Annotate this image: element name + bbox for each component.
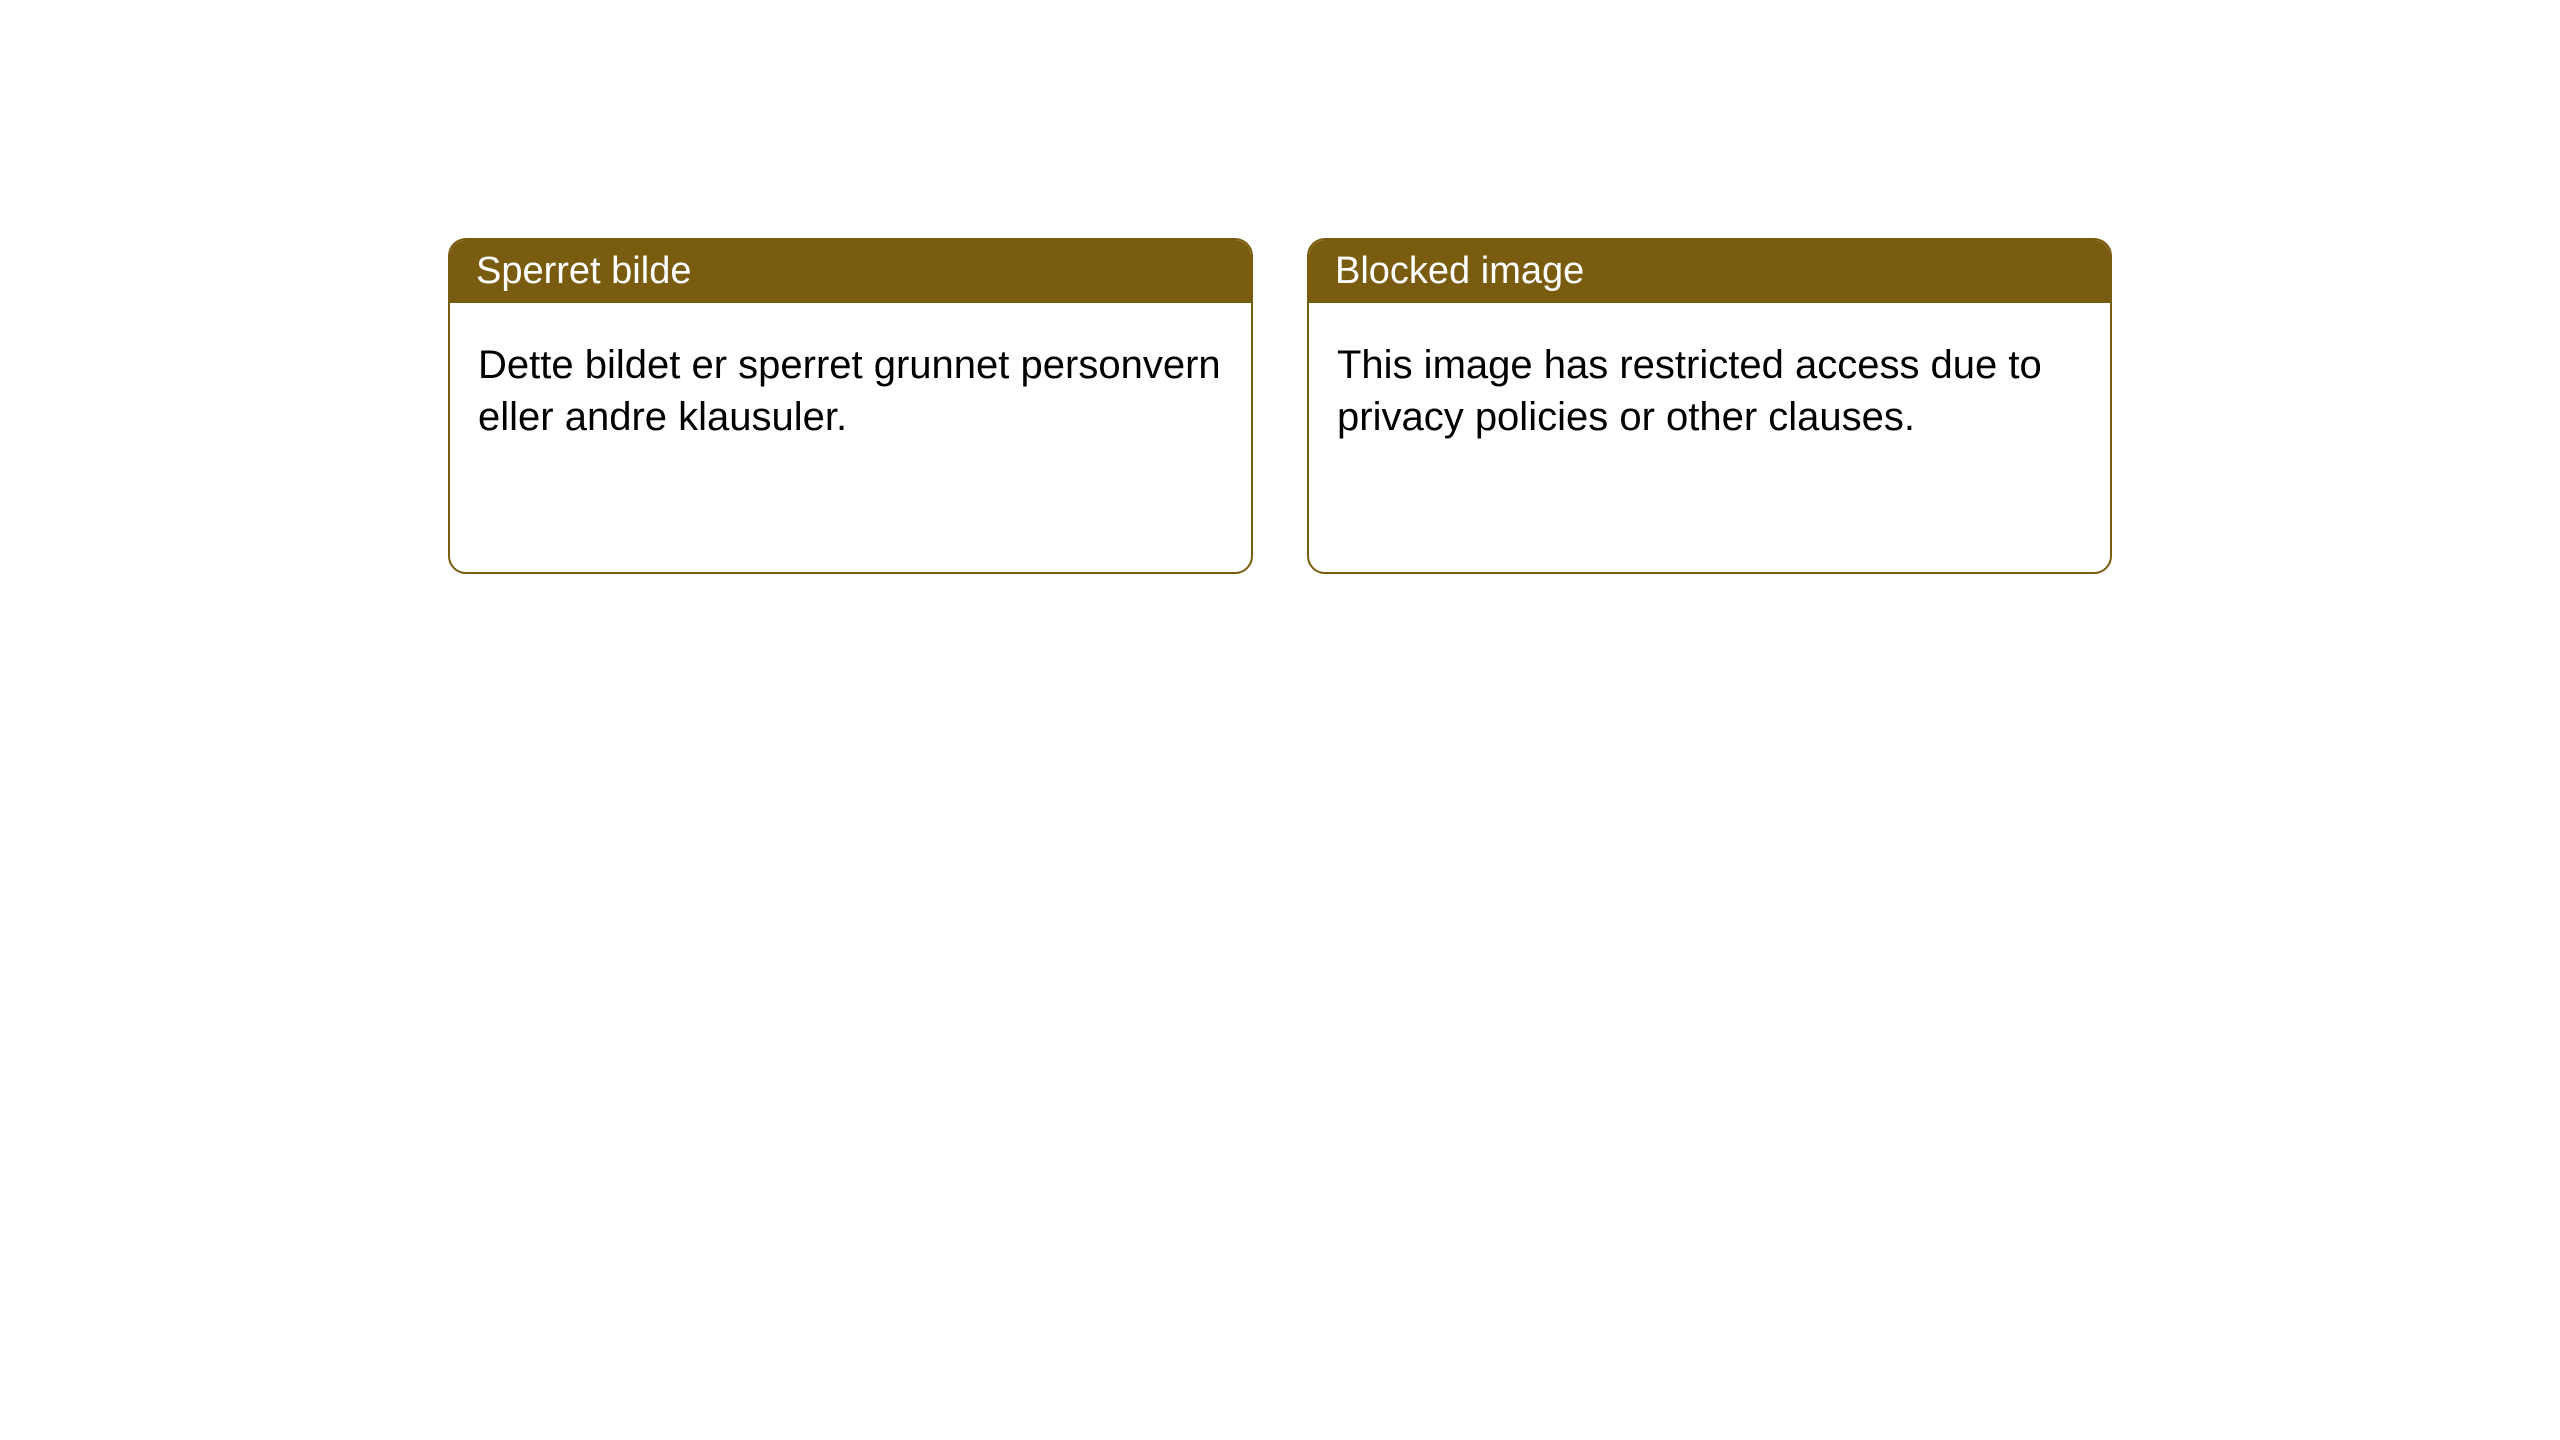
notice-card-english: Blocked image This image has restricted … — [1307, 238, 2112, 574]
card-title: Blocked image — [1335, 250, 1584, 292]
notice-card-norwegian: Sperret bilde Dette bildet er sperret gr… — [448, 238, 1253, 574]
card-header: Blocked image — [1309, 240, 2110, 303]
card-header: Sperret bilde — [450, 240, 1251, 303]
card-title: Sperret bilde — [476, 250, 691, 292]
card-body: This image has restricted access due to … — [1309, 303, 2110, 479]
card-body-text: This image has restricted access due to … — [1337, 343, 2042, 439]
card-body: Dette bildet er sperret grunnet personve… — [450, 303, 1251, 479]
notice-cards-container: Sperret bilde Dette bildet er sperret gr… — [0, 0, 2560, 574]
card-body-text: Dette bildet er sperret grunnet personve… — [478, 343, 1221, 439]
